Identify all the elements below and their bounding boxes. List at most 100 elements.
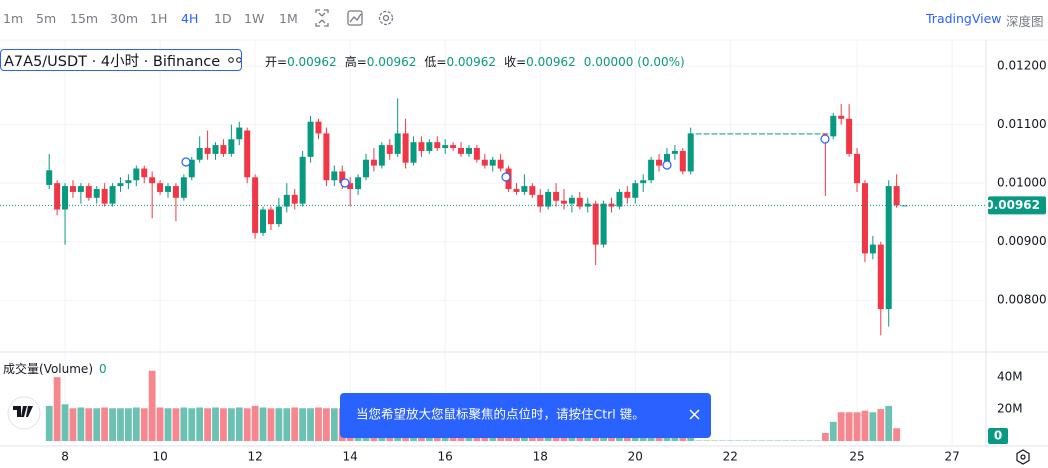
- candle-body: [93, 189, 100, 198]
- y-tick-label: 0.00800: [997, 293, 1047, 307]
- candle-body: [846, 118, 853, 154]
- candle-body: [869, 244, 876, 254]
- candle-body: [727, 133, 734, 135]
- candle-body: [584, 203, 591, 207]
- candle-body: [481, 159, 488, 166]
- candle-body: [782, 133, 789, 135]
- candle-body: [489, 159, 496, 166]
- volume-bar: [829, 421, 837, 441]
- interval-button[interactable]: 1m: [3, 11, 24, 26]
- volume-bar: [837, 412, 845, 441]
- candle-body: [212, 145, 219, 154]
- volume-bar: [845, 412, 853, 441]
- interval-button[interactable]: 15m: [70, 11, 99, 26]
- candle-body: [624, 191, 631, 198]
- candle-body: [323, 133, 330, 181]
- candle-body: [450, 145, 457, 149]
- x-tick-label: 22: [723, 450, 738, 464]
- ohlc-label: 高=: [344, 55, 367, 69]
- candle-body: [402, 133, 409, 163]
- x-tick-label: 20: [628, 450, 643, 464]
- change-value: 0.00000 (0.00%): [583, 55, 685, 69]
- candle-body: [370, 159, 377, 166]
- volume-bar: [125, 408, 132, 441]
- chart-style-icon[interactable]: [347, 10, 363, 26]
- candle-body: [719, 133, 726, 135]
- candle-body: [830, 115, 837, 137]
- volume-bar: [315, 407, 322, 441]
- candle-body: [339, 171, 346, 184]
- interval-button[interactable]: 1M: [279, 11, 298, 26]
- candle-body: [798, 133, 805, 135]
- candle-body: [861, 183, 868, 254]
- candle-body: [497, 159, 504, 169]
- candle-body: [386, 145, 393, 154]
- candle-body: [267, 209, 274, 225]
- toast: 当您希望放大您鼠标聚焦的点位时，请按住Ctrl 键。: [340, 393, 711, 438]
- more-icon[interactable]: [228, 56, 241, 64]
- candle-body: [62, 186, 69, 210]
- candle-body: [648, 159, 655, 181]
- volume-bar: [180, 407, 188, 441]
- candle-body: [576, 197, 583, 207]
- candle-body: [663, 153, 670, 166]
- toast-close[interactable]: [689, 409, 700, 420]
- ohlc-label: 收=: [504, 55, 527, 69]
- grid: [0, 40, 986, 446]
- volume-bar: [307, 408, 314, 441]
- volume-bar: [69, 408, 77, 441]
- candle-body: [600, 203, 607, 245]
- volume-bar: [132, 407, 140, 441]
- candle-body: [434, 142, 441, 149]
- candle-body: [188, 159, 195, 178]
- symbol-box[interactable]: A7A5/USDT · 4小时 · Bifinance: [0, 49, 242, 71]
- candle-body: [751, 133, 758, 135]
- candle-body: [703, 133, 710, 135]
- current-price-box: [988, 196, 1046, 215]
- interval-button[interactable]: 1W: [244, 11, 265, 26]
- toolbar-link[interactable]: TradingView: [926, 11, 1002, 26]
- x-tick-label: 8: [61, 450, 69, 464]
- candle-body: [774, 133, 781, 135]
- x-tick-label: 18: [533, 450, 548, 464]
- event-markers: [181, 134, 830, 188]
- candle-body: [806, 133, 813, 135]
- candle-body: [283, 194, 290, 207]
- candle-body: [204, 148, 211, 154]
- volume-title: 成交量(Volume): [3, 362, 93, 376]
- candle-body: [458, 148, 465, 154]
- volume-bar: [156, 407, 164, 441]
- volume-value: 0: [99, 362, 107, 376]
- candles: [0, 98, 986, 336]
- interval-button[interactable]: 30m: [110, 11, 139, 26]
- candle-body: [592, 203, 599, 245]
- axes: 0.00800 0.00900 0.01000 0.01100 0.01200 20M 40…: [61, 59, 1046, 464]
- candle-body: [315, 121, 322, 134]
- volume-bar: [85, 408, 93, 441]
- x-tick-label: 16: [438, 450, 453, 464]
- toolbar-link[interactable]: 深度图: [1006, 14, 1044, 29]
- candle-body: [529, 186, 536, 195]
- candle-body: [735, 133, 742, 135]
- volume-bar: [220, 408, 227, 441]
- candle-body: [363, 159, 369, 178]
- ohlc-value: 0.00962: [446, 55, 497, 69]
- x-tick-label: 25: [849, 450, 864, 464]
- volume-bar: [212, 407, 219, 441]
- candle-body: [632, 183, 639, 198]
- candle-body: [244, 130, 251, 178]
- settings-icon[interactable]: [378, 10, 394, 26]
- interval-button[interactable]: 5m: [36, 11, 57, 26]
- candle-body: [85, 186, 92, 198]
- interval-button[interactable]: 1H: [150, 11, 168, 26]
- ohlc-label: 开=: [265, 55, 288, 69]
- volume-bar: [267, 408, 275, 441]
- candle-body: [521, 186, 528, 192]
- fullscreen-icon[interactable]: [315, 9, 329, 27]
- ohlc-label: 低=: [424, 55, 447, 69]
- interval-button[interactable]: 1D: [214, 11, 232, 26]
- axis-settings-icon[interactable]: [1016, 449, 1030, 465]
- candle-body: [743, 133, 750, 135]
- interval-button[interactable]: 4H: [181, 11, 199, 26]
- logo[interactable]: [7, 396, 41, 430]
